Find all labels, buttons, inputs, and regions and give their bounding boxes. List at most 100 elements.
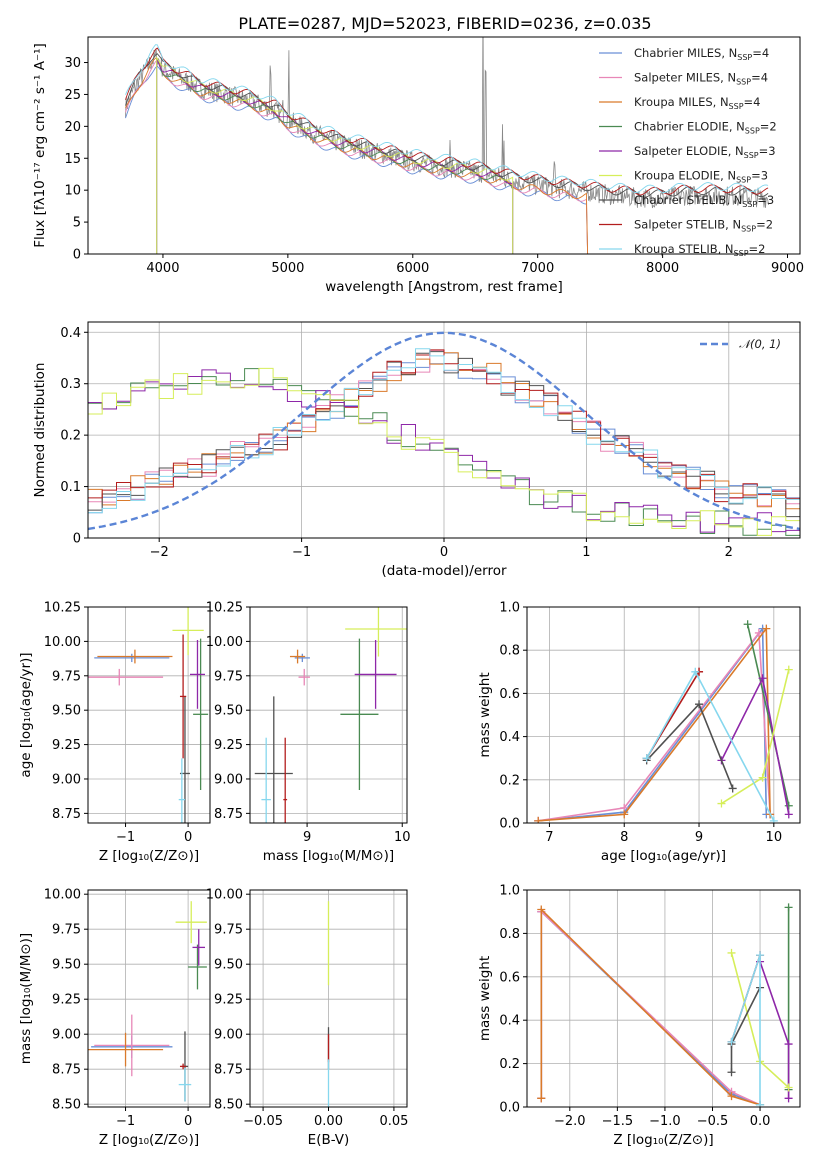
residuals-histogram-plot: −2 −1 0 1 2 0 0.1 0.2 0.3 0.4 (data-model)/error No… [32,321,801,579]
y-tick-label: 0.0 [499,1101,520,1116]
grid-lines [88,890,210,1107]
series-marker [537,1094,546,1103]
y-tick-label: 9.00 [52,1028,81,1043]
series-kroupa-elodie [717,665,793,808]
point-salpeter-stelib [179,634,187,759]
plot-frame [87,889,211,1108]
series-kroupa-stelib [727,951,765,1107]
y-tick-label: 8.50 [214,1098,243,1113]
figure-title: PLATE=0287, MJD=52023, FIBERID=0236, z=0… [238,14,651,33]
x-axis-label: Z [log₁₀(Z/Z⊙)] [613,1132,713,1148]
mass-vs-ebv-plot: −0.05 0.00 0.05 8.50 8.75 9.00 9.25 9.50 9.75 10.… [206,888,409,1148]
series-marker [727,1037,736,1046]
series-marker [784,1040,793,1049]
y-tick-label: 0.4 [499,730,520,745]
x-tick-label: 0 [184,830,192,845]
model-spectrum-kroupa-miles [125,57,589,254]
y-tick-label: 0.3 [60,377,81,392]
series-line [730,954,761,1105]
y-tick-label: 9.25 [214,738,243,753]
series-marker [727,948,736,957]
weight-lines [537,903,793,1107]
series-salpeter-elodie [756,957,793,1103]
series-kroupa-miles [534,624,775,823]
point-salpeter-elodie [354,640,397,709]
series-marker [756,951,765,960]
y-tick-label: 9.50 [52,958,81,973]
weight-lines [534,620,793,823]
point-chabrier-elodie [340,638,379,790]
legend-entry-salpeter-stelib: Salpeter STELIB, NSSP=2 [634,218,773,234]
series-marker [620,810,629,819]
y-tick-label: 9.75 [52,669,81,684]
y-tick-label: 9.50 [52,704,81,719]
y-tick-label: 8.50 [52,1098,81,1113]
y-tick-label: 0.4 [499,1014,520,1029]
y-axis-label: mass weight [477,672,493,757]
x-axis-label: mass [log₁₀(M/M⊙)] [263,848,394,864]
y-tick-label: 9.75 [52,923,81,938]
series-marker [756,1100,765,1107]
grid-lines [88,606,210,823]
y-tick-label: 9.25 [214,993,243,1008]
model-spectrum-salpeter-miles [125,60,589,254]
legend-entry-kroupa-stelib: Kroupa STELIB, NSSP=2 [634,242,765,258]
point-kroupa-elodie [172,607,204,656]
y-axis-label: Normed distribution [32,363,48,498]
series-marker [728,784,737,793]
legend-entry-salpeter-elodie: Salpeter ELODIE, NSSP=3 [634,144,776,160]
series-marker [691,667,700,676]
x-tick-label: −1 [116,1114,135,1129]
point-kroupa-stelib [178,758,185,823]
histogram-kroupa-stelib [88,348,800,514]
x-axis-label: wavelength [Angstrom, rest frame] [325,279,563,295]
x-tick-label: −0.5 [697,1114,729,1129]
spectrum-legend: Chabrier MILES, NSSP=4 Salpeter MILES, NS… [599,46,777,258]
plot-frame [87,36,801,255]
x-tick-label: 8 [620,830,628,845]
x-tick-label: −1 [116,830,135,845]
series-chabrier-stelib [642,700,737,793]
x-axis-label: Z [log₁₀(Z/Z⊙)] [99,1132,199,1148]
y-tick-label: 10 [64,184,81,199]
y-tick-label: 0.8 [499,927,520,942]
point-chabrier-miles [94,653,170,663]
y-tick-label: 0.6 [499,970,520,985]
series-marker [537,905,546,914]
plot-frame [87,321,801,539]
y-tick-label: 9.50 [214,704,243,719]
series-marker [758,674,767,683]
point-salpeter-miles [94,1014,170,1077]
model-spectrum-kroupa-stelib [125,44,769,193]
series-marker [784,665,793,674]
plot-frame [87,606,211,824]
point-chabrier-elodie [188,944,207,990]
point-kroupa-stelib [178,1067,192,1102]
y-tick-label: 0.8 [499,644,520,659]
y-tick-label: 5 [73,216,81,231]
point-salpeter-miles [88,668,164,686]
x-tick-label: 10 [766,830,783,845]
model-spectrum-chabrier-elodie [156,57,514,254]
x-axis-label: (data-model)/error [381,563,507,579]
point-kroupa-miles [97,649,173,664]
legend-entry-salpeter-miles: Salpeter MILES, NSSP=4 [634,71,768,87]
model-spectrum-salpeter-elodie [156,58,514,254]
y-tick-label: 9.25 [52,993,81,1008]
plot-frame [249,889,408,1108]
y-tick-label: 0.0 [499,817,520,832]
x-tick-label: 6000 [396,261,429,276]
x-tick-label: 9 [695,830,703,845]
x-axis-label: E(B-V) [308,1132,350,1148]
point-salpeter-stelib [179,1063,187,1070]
series-marker [727,1092,736,1101]
x-tick-label: −0.05 [243,1114,283,1129]
x-tick-label: 0 [440,545,448,560]
point-chabrier-elodie [193,638,209,790]
x-tick-label: 9000 [771,261,804,276]
legend-entry-chabrier-stelib: Chabrier STELIB, NSSP=3 [634,193,774,209]
point-salpeter-elodie [192,929,205,966]
y-tick-label: 0 [73,248,81,263]
legend-entry-normal: 𝒩(0, 1) [739,337,781,351]
